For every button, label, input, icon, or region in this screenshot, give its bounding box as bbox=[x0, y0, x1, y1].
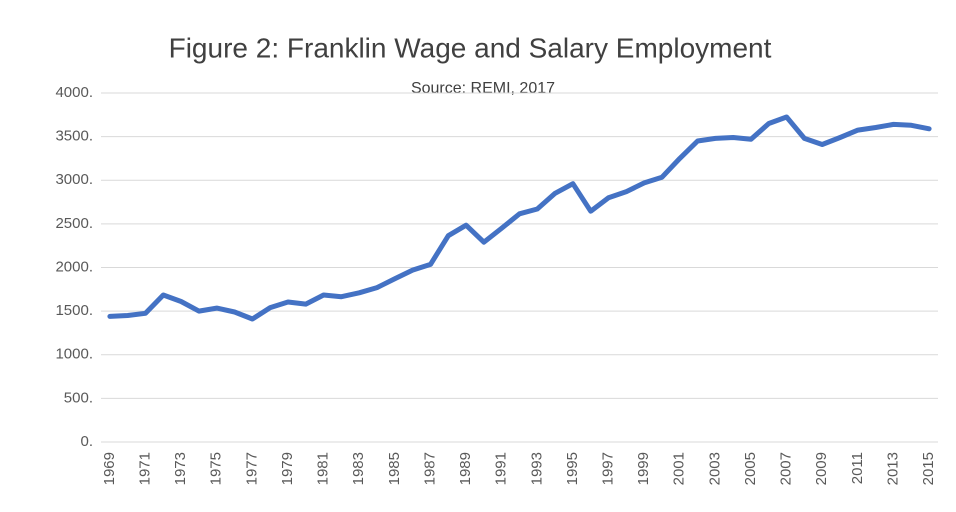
x-tick-label: 1979 bbox=[279, 452, 296, 485]
x-tick-label: 2001 bbox=[671, 452, 688, 485]
x-tick-label: 1983 bbox=[350, 452, 367, 485]
x-tick-label: 1971 bbox=[136, 452, 153, 485]
y-tick-label: 2000. bbox=[55, 258, 93, 275]
x-tick-label: 2009 bbox=[813, 452, 830, 485]
x-tick-label: 2011 bbox=[849, 452, 866, 484]
x-tick-label: 1981 bbox=[315, 452, 332, 485]
y-tick-label: 4000. bbox=[55, 84, 93, 101]
x-tick-label: 1991 bbox=[493, 452, 510, 485]
line bbox=[107, 114, 932, 322]
y-tick-label: 2500. bbox=[55, 215, 93, 232]
x-tick-label: 2015 bbox=[920, 452, 937, 485]
x-tick-label: 1969 bbox=[101, 452, 118, 485]
x-tick-label: 1975 bbox=[208, 452, 225, 485]
x-tick-label: 1989 bbox=[457, 452, 474, 485]
x-tick-label: 1977 bbox=[243, 452, 260, 485]
x-tick-label: 2007 bbox=[778, 452, 795, 485]
x-tick-label: 2005 bbox=[742, 452, 759, 485]
x-tick-label: 1999 bbox=[635, 452, 652, 485]
chart-title: Figure 2: Franklin Wage and Salary Emplo… bbox=[169, 32, 772, 63]
x-tick-label: 2013 bbox=[884, 452, 901, 485]
y-tick-label: 3500. bbox=[55, 128, 93, 145]
x-tick-label: 1973 bbox=[172, 452, 189, 485]
y-tick-label: 3000. bbox=[55, 171, 93, 188]
y-tick-label: 1500. bbox=[55, 302, 93, 319]
x-tick-label: 1987 bbox=[421, 452, 438, 485]
x-tick-label: 2003 bbox=[706, 452, 723, 485]
x-tick-label: 1985 bbox=[386, 452, 403, 485]
y-tick-label: 500. bbox=[64, 389, 93, 406]
x-tick-label: 1993 bbox=[528, 452, 545, 485]
y-tick-label: 0. bbox=[80, 433, 93, 450]
chart-subtitle: Source: REMI, 2017 bbox=[411, 80, 555, 97]
x-tick-label: 1995 bbox=[564, 452, 581, 485]
x-tick-label: 1997 bbox=[600, 452, 617, 485]
y-tick-label: 1000. bbox=[55, 346, 93, 363]
